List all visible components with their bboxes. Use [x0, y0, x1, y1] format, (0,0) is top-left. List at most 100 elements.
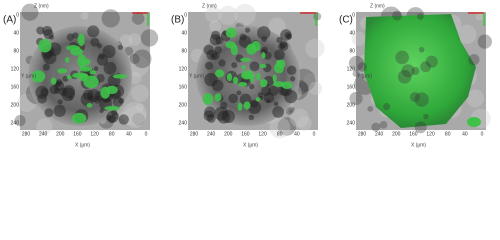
- texture: [119, 34, 133, 47]
- y-axis-label: Y (μm): [357, 73, 372, 79]
- fluorescent-cell: [261, 51, 266, 59]
- texture: [379, 120, 388, 129]
- fluorescent-cell: [246, 43, 257, 55]
- dark-patch: [383, 103, 391, 111]
- x-tick-label: 200: [224, 131, 233, 137]
- y-tick-label: 80: [349, 48, 355, 54]
- panel-label: (B): [171, 15, 184, 26]
- figure: (A)Z (nm)Y (μm)X (μm)280 240 200 160 120 80 40…: [3, 3, 492, 148]
- dark-cell: [219, 101, 228, 110]
- dark-cell: [36, 26, 45, 35]
- dark-cell: [102, 45, 116, 59]
- x-tick-label: 80: [277, 131, 283, 137]
- z-axis-label: Z (nm): [202, 3, 217, 9]
- dark-patch: [371, 122, 381, 132]
- x-tick-label: 120: [426, 131, 435, 137]
- fluorescent-cell: [104, 105, 120, 111]
- x-tick-label: 160: [73, 131, 82, 137]
- dark-cell: [57, 99, 63, 105]
- texture: [124, 106, 146, 129]
- x-tick-label: 200: [56, 131, 65, 137]
- fluorescent-cell: [66, 45, 80, 51]
- texture: [80, 11, 89, 20]
- texture: [132, 49, 152, 69]
- fluorescent-cell: [89, 70, 96, 75]
- texture: [209, 19, 222, 32]
- y-tick-label: 240: [179, 120, 188, 126]
- dark-patch: [418, 46, 425, 53]
- x-tick-label: 120: [258, 131, 267, 137]
- dark-cell: [112, 96, 123, 108]
- x-tick-label: 40: [462, 131, 468, 137]
- panel: (B)Z (nm)Y (μm)X (μm)280 240 200 160 120 80 40…: [171, 3, 325, 148]
- dark-patch: [416, 13, 424, 20]
- texture: [36, 118, 53, 135]
- fluorescent-cell: [79, 66, 93, 72]
- texture: [305, 38, 325, 59]
- dark-cell: [93, 66, 99, 72]
- y-tick-label: 0: [16, 12, 19, 18]
- dark-cell: [40, 88, 49, 97]
- texture: [234, 3, 256, 26]
- dark-cell: [96, 43, 103, 49]
- y-tick-label: 240: [11, 120, 20, 126]
- fluorescent-cell: [237, 102, 243, 111]
- dark-cell: [261, 86, 271, 97]
- x-tick-label: 240: [39, 131, 48, 137]
- texture: [205, 6, 222, 23]
- dark-cell: [90, 37, 100, 47]
- x-tick-label: 160: [241, 131, 250, 137]
- fluorescent-cell: [50, 77, 57, 85]
- x-tick-label: 0: [145, 131, 148, 137]
- texture: [127, 55, 149, 77]
- fluorescent-cell: [226, 73, 233, 82]
- y-tick-label: 120: [347, 66, 356, 72]
- dark-patch: [401, 64, 415, 78]
- y-tick-label: 120: [179, 66, 188, 72]
- x-tick-label: 240: [207, 131, 216, 137]
- texture: [17, 93, 37, 113]
- dark-cell: [272, 106, 284, 118]
- texture: [129, 53, 140, 65]
- dark-patch: [423, 113, 429, 120]
- fluorescent-cell: [230, 44, 239, 56]
- y-tick-label: 160: [11, 84, 20, 90]
- fluorescent-cell: [65, 57, 70, 63]
- texture: [131, 12, 145, 25]
- texture: [475, 12, 484, 21]
- texture: [308, 81, 323, 96]
- y-tick-label: 40: [181, 30, 187, 36]
- fluorescent-cell: [38, 38, 52, 53]
- dark-cell: [44, 108, 54, 118]
- texture: [466, 89, 485, 108]
- dark-cell: [53, 80, 65, 91]
- dark-patch: [397, 70, 412, 84]
- x-tick-label: 120: [90, 131, 99, 137]
- fluorescent-cell: [277, 59, 286, 69]
- dark-cell: [218, 59, 226, 67]
- dark-cell: [66, 33, 75, 41]
- texture: [297, 116, 312, 131]
- x-tick-label: 80: [109, 131, 115, 137]
- texture: [313, 12, 322, 21]
- fluorescent-cell: [202, 93, 214, 105]
- z-axis-label: Z (nm): [34, 3, 49, 9]
- dark-patch: [357, 62, 367, 72]
- dark-cell: [284, 32, 292, 39]
- dark-cell: [257, 26, 271, 40]
- fluorescent-cell: [240, 57, 252, 62]
- x-tick-label: 80: [445, 131, 451, 137]
- y-tick-label: 80: [181, 48, 187, 54]
- texture: [21, 3, 39, 21]
- x-tick-label: 40: [126, 131, 132, 137]
- texture: [285, 107, 294, 115]
- dark-cell: [239, 33, 247, 41]
- y-tick-label: 200: [11, 102, 20, 108]
- x-tick-label: 240: [375, 131, 384, 137]
- dark-cell: [274, 49, 285, 61]
- dark-cell: [203, 110, 215, 122]
- fluorescent-cell: [71, 112, 87, 124]
- dark-cell: [247, 100, 262, 115]
- y-tick-label: 0: [352, 12, 355, 18]
- fluorescent-region: [364, 14, 476, 128]
